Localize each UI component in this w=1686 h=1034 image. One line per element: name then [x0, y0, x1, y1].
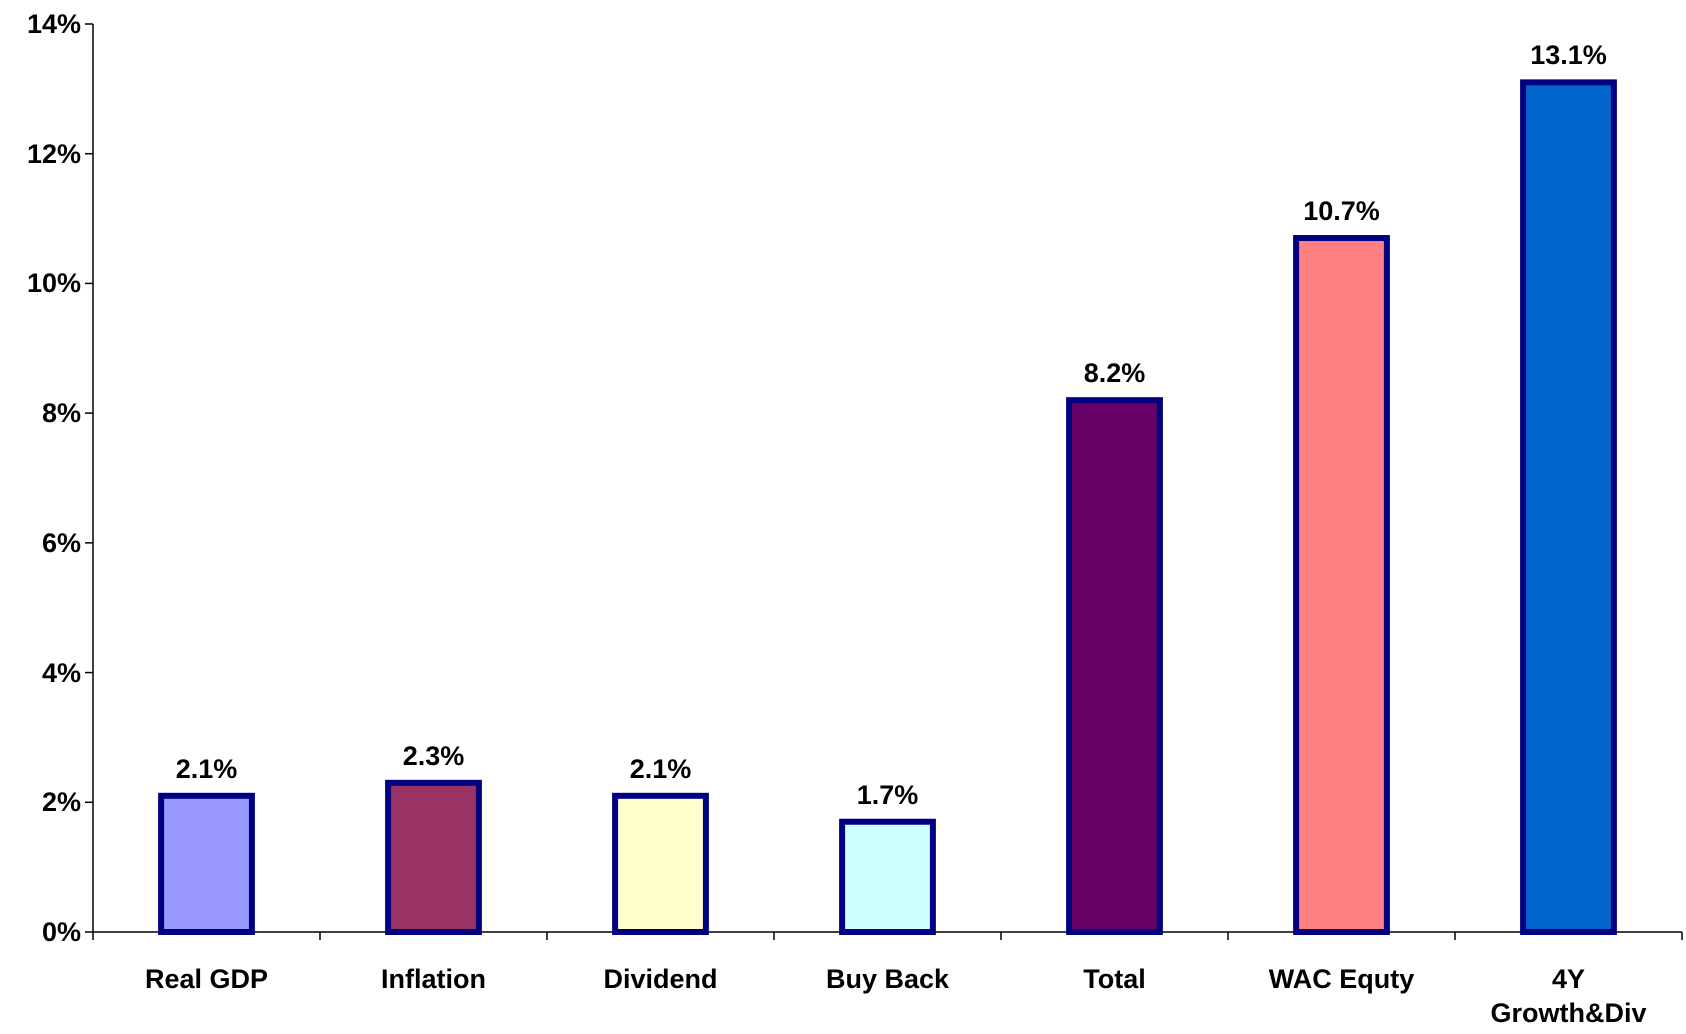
x-tick-label: Inflation	[381, 964, 486, 994]
x-tick-label: Dividend	[603, 964, 718, 994]
x-tick-label: 4Y Growth&Div	[1490, 964, 1647, 1028]
bar	[839, 818, 936, 935]
value-label: 8.2%	[1083, 358, 1146, 389]
bar	[158, 792, 255, 935]
y-tick-label: 6%	[41, 527, 81, 558]
value-label: 2.3%	[402, 740, 465, 771]
y-tick-label: 4%	[41, 657, 81, 688]
x-tick-label: WAC Equty	[1268, 964, 1415, 994]
x-tick-label: Total	[1083, 964, 1146, 994]
bar	[612, 792, 709, 935]
bar	[385, 779, 482, 935]
value-label: 2.1%	[175, 753, 238, 784]
value-label: 2.1%	[629, 753, 692, 784]
x-tick-label: Buy Back	[825, 964, 950, 994]
y-tick-label: 10%	[26, 268, 81, 299]
bar	[1520, 79, 1617, 936]
bar	[1293, 235, 1390, 935]
x-tick-label: Real GDP	[144, 964, 269, 994]
bar	[1066, 397, 1163, 935]
value-label: 1.7%	[856, 779, 919, 810]
y-tick-label: 12%	[26, 138, 81, 169]
y-tick-label: 2%	[41, 787, 81, 818]
y-tick-label: 8%	[41, 398, 81, 429]
value-label: 10.7%	[1303, 196, 1380, 227]
y-tick-label: 0%	[41, 917, 81, 947]
y-tick-label: 14%	[26, 9, 81, 39]
value-label: 13.1%	[1530, 40, 1607, 71]
